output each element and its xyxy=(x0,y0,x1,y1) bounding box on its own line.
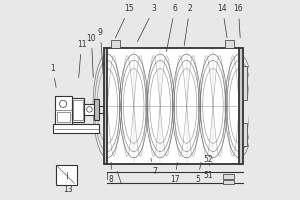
Bar xyxy=(239,48,243,164)
Text: 17: 17 xyxy=(170,162,180,184)
Bar xyxy=(85,104,94,115)
Bar xyxy=(243,123,247,146)
Bar xyxy=(55,96,71,124)
Bar xyxy=(57,112,70,122)
Text: 11: 11 xyxy=(77,40,86,77)
Bar xyxy=(104,48,107,164)
Text: 52: 52 xyxy=(204,155,213,164)
Bar xyxy=(111,40,120,48)
Circle shape xyxy=(87,107,92,112)
Bar xyxy=(226,40,234,48)
Bar xyxy=(224,180,234,184)
Text: 13: 13 xyxy=(63,172,72,194)
Bar xyxy=(71,98,85,122)
Text: 14: 14 xyxy=(218,4,227,38)
Text: 10: 10 xyxy=(87,34,96,77)
Bar xyxy=(107,48,239,164)
Text: 5: 5 xyxy=(195,162,201,184)
Text: 9: 9 xyxy=(98,28,103,73)
Text: 8: 8 xyxy=(109,162,114,184)
Text: 7: 7 xyxy=(151,158,158,176)
Circle shape xyxy=(59,100,67,107)
Text: 2: 2 xyxy=(184,4,192,46)
Text: 15: 15 xyxy=(116,4,134,38)
Bar xyxy=(243,66,247,100)
Text: 3: 3 xyxy=(137,4,156,42)
Bar xyxy=(224,174,234,179)
Text: 6: 6 xyxy=(167,4,177,52)
Bar xyxy=(53,124,99,133)
Bar xyxy=(56,165,76,185)
Text: 1: 1 xyxy=(50,64,56,87)
Bar xyxy=(73,100,83,120)
Text: 51: 51 xyxy=(204,164,213,180)
Text: 16: 16 xyxy=(234,4,243,38)
Bar xyxy=(94,99,99,120)
